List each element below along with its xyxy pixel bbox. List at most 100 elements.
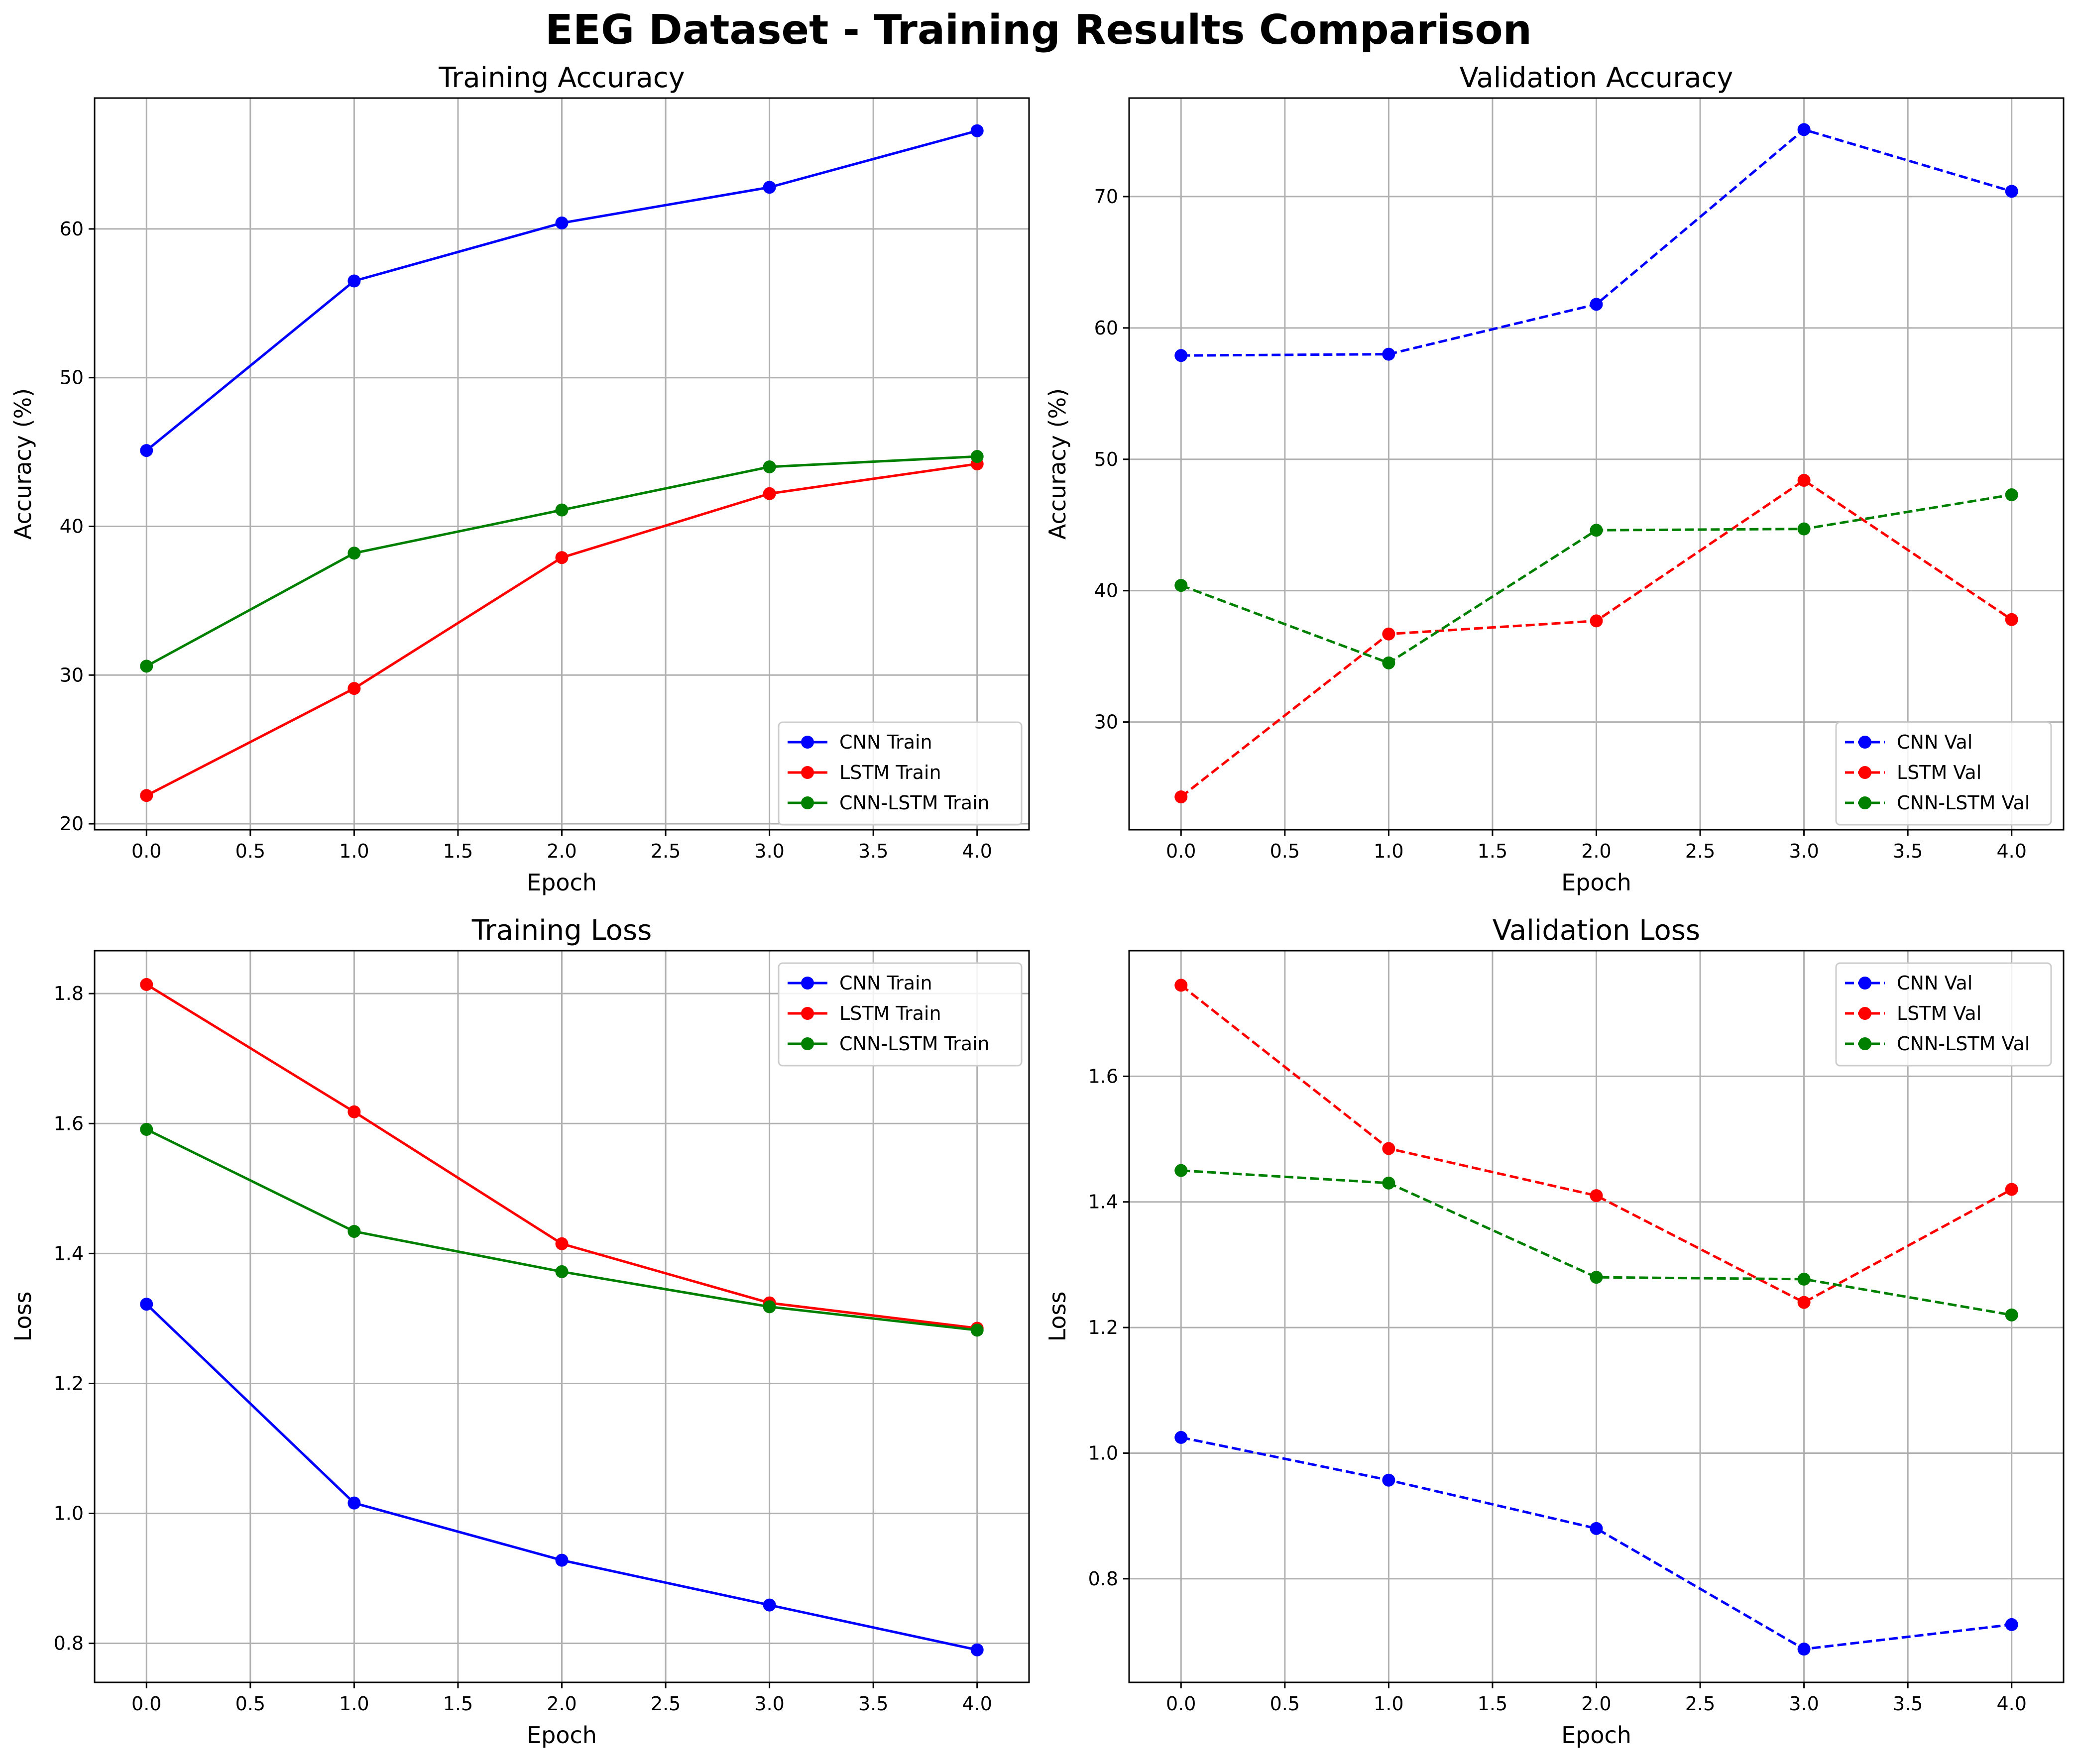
charts-container: Training Accuracy 0.0 0.5 1.0 1.5 2.0 2.5 3.0 3.…: [9, 62, 2065, 1749]
x-tick-label: 0.5: [1270, 1693, 1300, 1715]
data-point: [555, 1265, 569, 1278]
legend-label: LSTM Train: [839, 1002, 941, 1024]
legend-marker: [801, 1007, 814, 1020]
legend: CNN Val LSTM Val CNN-LSTM Val: [1835, 962, 2052, 1067]
y-tick-label: 1.2: [1088, 1317, 1118, 1338]
legend-box: [1835, 962, 2052, 1067]
data-point: [1590, 298, 1603, 311]
data-point: [970, 124, 984, 137]
data-point: [1590, 1522, 1603, 1535]
legend-marker: [1858, 977, 1871, 990]
data-point: [140, 978, 153, 991]
data-point: [1797, 522, 1811, 536]
data-point: [763, 1598, 776, 1612]
data-point: [140, 1123, 153, 1136]
x-tick-label: 3.0: [1789, 1693, 1819, 1715]
data-point: [1382, 627, 1395, 641]
x-tick-label: 0.0: [1166, 1693, 1196, 1715]
x-tick-label: 3.0: [754, 1693, 784, 1715]
y-tick-label: 30: [1094, 711, 1118, 733]
y-tick-label: 1.8: [54, 983, 84, 1004]
data-point: [1797, 1296, 1811, 1309]
y-tick-label: 1.2: [54, 1372, 84, 1394]
x-axis-label: Epoch: [527, 1722, 597, 1749]
legend-marker: [1858, 1007, 1871, 1020]
legend-box: [778, 962, 1023, 1067]
x-tick-label: 2.5: [651, 840, 681, 862]
x-tick-label: 0.5: [235, 840, 265, 862]
y-tick-label: 50: [1094, 448, 1118, 470]
data-point: [2005, 1308, 2018, 1322]
x-tick-label: 3.5: [858, 840, 888, 862]
x-axis-label: Epoch: [527, 869, 597, 896]
legend-label: CNN-LSTM Train: [839, 792, 990, 814]
data-point: [970, 1323, 984, 1337]
data-point: [555, 503, 569, 517]
data-point: [1590, 614, 1603, 628]
y-tick-label: 30: [60, 664, 84, 686]
data-point: [1174, 1164, 1188, 1177]
y-tick-label: 1.6: [1088, 1065, 1118, 1087]
chart-3: Training Loss 0.0 0.5 1.0 1.5 2.0 2.5 3.0 3.5 4.0…: [9, 914, 1030, 1749]
data-point: [2005, 613, 2018, 626]
y-tick-label: 0.8: [54, 1633, 84, 1654]
x-tick-label: 1.0: [339, 840, 369, 862]
x-tick-label: 3.5: [1893, 840, 1923, 862]
x-tick-label: 1.0: [339, 1693, 369, 1715]
data-point: [1590, 524, 1603, 537]
x-tick-label: 3.5: [858, 1693, 888, 1715]
legend-box: [778, 721, 1023, 826]
y-tick-label: 1.4: [1088, 1191, 1118, 1213]
x-tick-label: 1.5: [1478, 1693, 1507, 1715]
y-tick-label: 1.0: [54, 1503, 84, 1525]
x-tick-label: 4.0: [962, 1693, 992, 1715]
y-tick-label: 60: [60, 218, 84, 240]
legend-label: LSTM Train: [839, 762, 941, 783]
y-tick-label: 20: [60, 813, 84, 835]
axes-frame: [1128, 950, 2065, 1683]
y-tick-label: 40: [1094, 580, 1118, 602]
x-tick-label: 2.0: [547, 840, 577, 862]
legend-marker: [801, 766, 814, 779]
chart-title: Validation Loss: [1493, 914, 1700, 947]
x-tick-label: 3.5: [1893, 1693, 1923, 1715]
x-tick-label: 4.0: [962, 840, 992, 862]
y-tick-label: 1.6: [54, 1112, 84, 1134]
y-tick-label: 40: [60, 515, 84, 537]
legend-marker: [1858, 766, 1871, 779]
data-point: [1382, 1176, 1395, 1190]
data-point: [1590, 1189, 1603, 1203]
y-tick-label: 50: [60, 367, 84, 389]
data-point: [2005, 1183, 2018, 1196]
data-point: [1382, 656, 1395, 669]
x-tick-label: 2.0: [1581, 1693, 1611, 1715]
axes-frame: [1128, 97, 2065, 831]
x-tick-label: 2.5: [1685, 840, 1715, 862]
y-axis-label: Loss: [1044, 1292, 1071, 1342]
x-axis-label: Epoch: [1561, 1722, 1631, 1749]
x-tick-label: 3.0: [754, 840, 784, 862]
x-tick-label: 4.0: [1997, 1693, 2027, 1715]
y-axis-label: Accuracy (%): [1044, 388, 1071, 540]
chart-1: Training Accuracy 0.0 0.5 1.0 1.5 2.0 2.5 3.0 3.…: [9, 62, 1030, 896]
legend-marker: [801, 1037, 814, 1050]
x-tick-label: 3.0: [1789, 840, 1819, 862]
chart-title: Validation Accuracy: [1460, 62, 1733, 94]
legend-label: CNN-LSTM Val: [1897, 792, 2030, 814]
y-tick-label: 60: [1094, 317, 1118, 339]
data-point: [2005, 185, 2018, 198]
y-tick-label: 1.0: [1088, 1442, 1118, 1464]
data-point: [1797, 1272, 1811, 1286]
legend-box: [1835, 721, 2052, 826]
data-point: [140, 444, 153, 457]
data-point: [1174, 579, 1188, 592]
legend-label: CNN Val: [1897, 731, 1972, 753]
x-axis-label: Epoch: [1561, 869, 1631, 896]
data-point: [347, 1224, 361, 1238]
x-tick-label: 2.5: [1685, 1693, 1715, 1715]
legend-marker: [801, 977, 814, 990]
chart-2: Validation Accuracy 0.0 0.5 1.0 1.5 2.0 2.5 3.0…: [1044, 62, 2065, 896]
x-tick-label: 2.5: [651, 1693, 681, 1715]
data-point: [1797, 1643, 1811, 1656]
